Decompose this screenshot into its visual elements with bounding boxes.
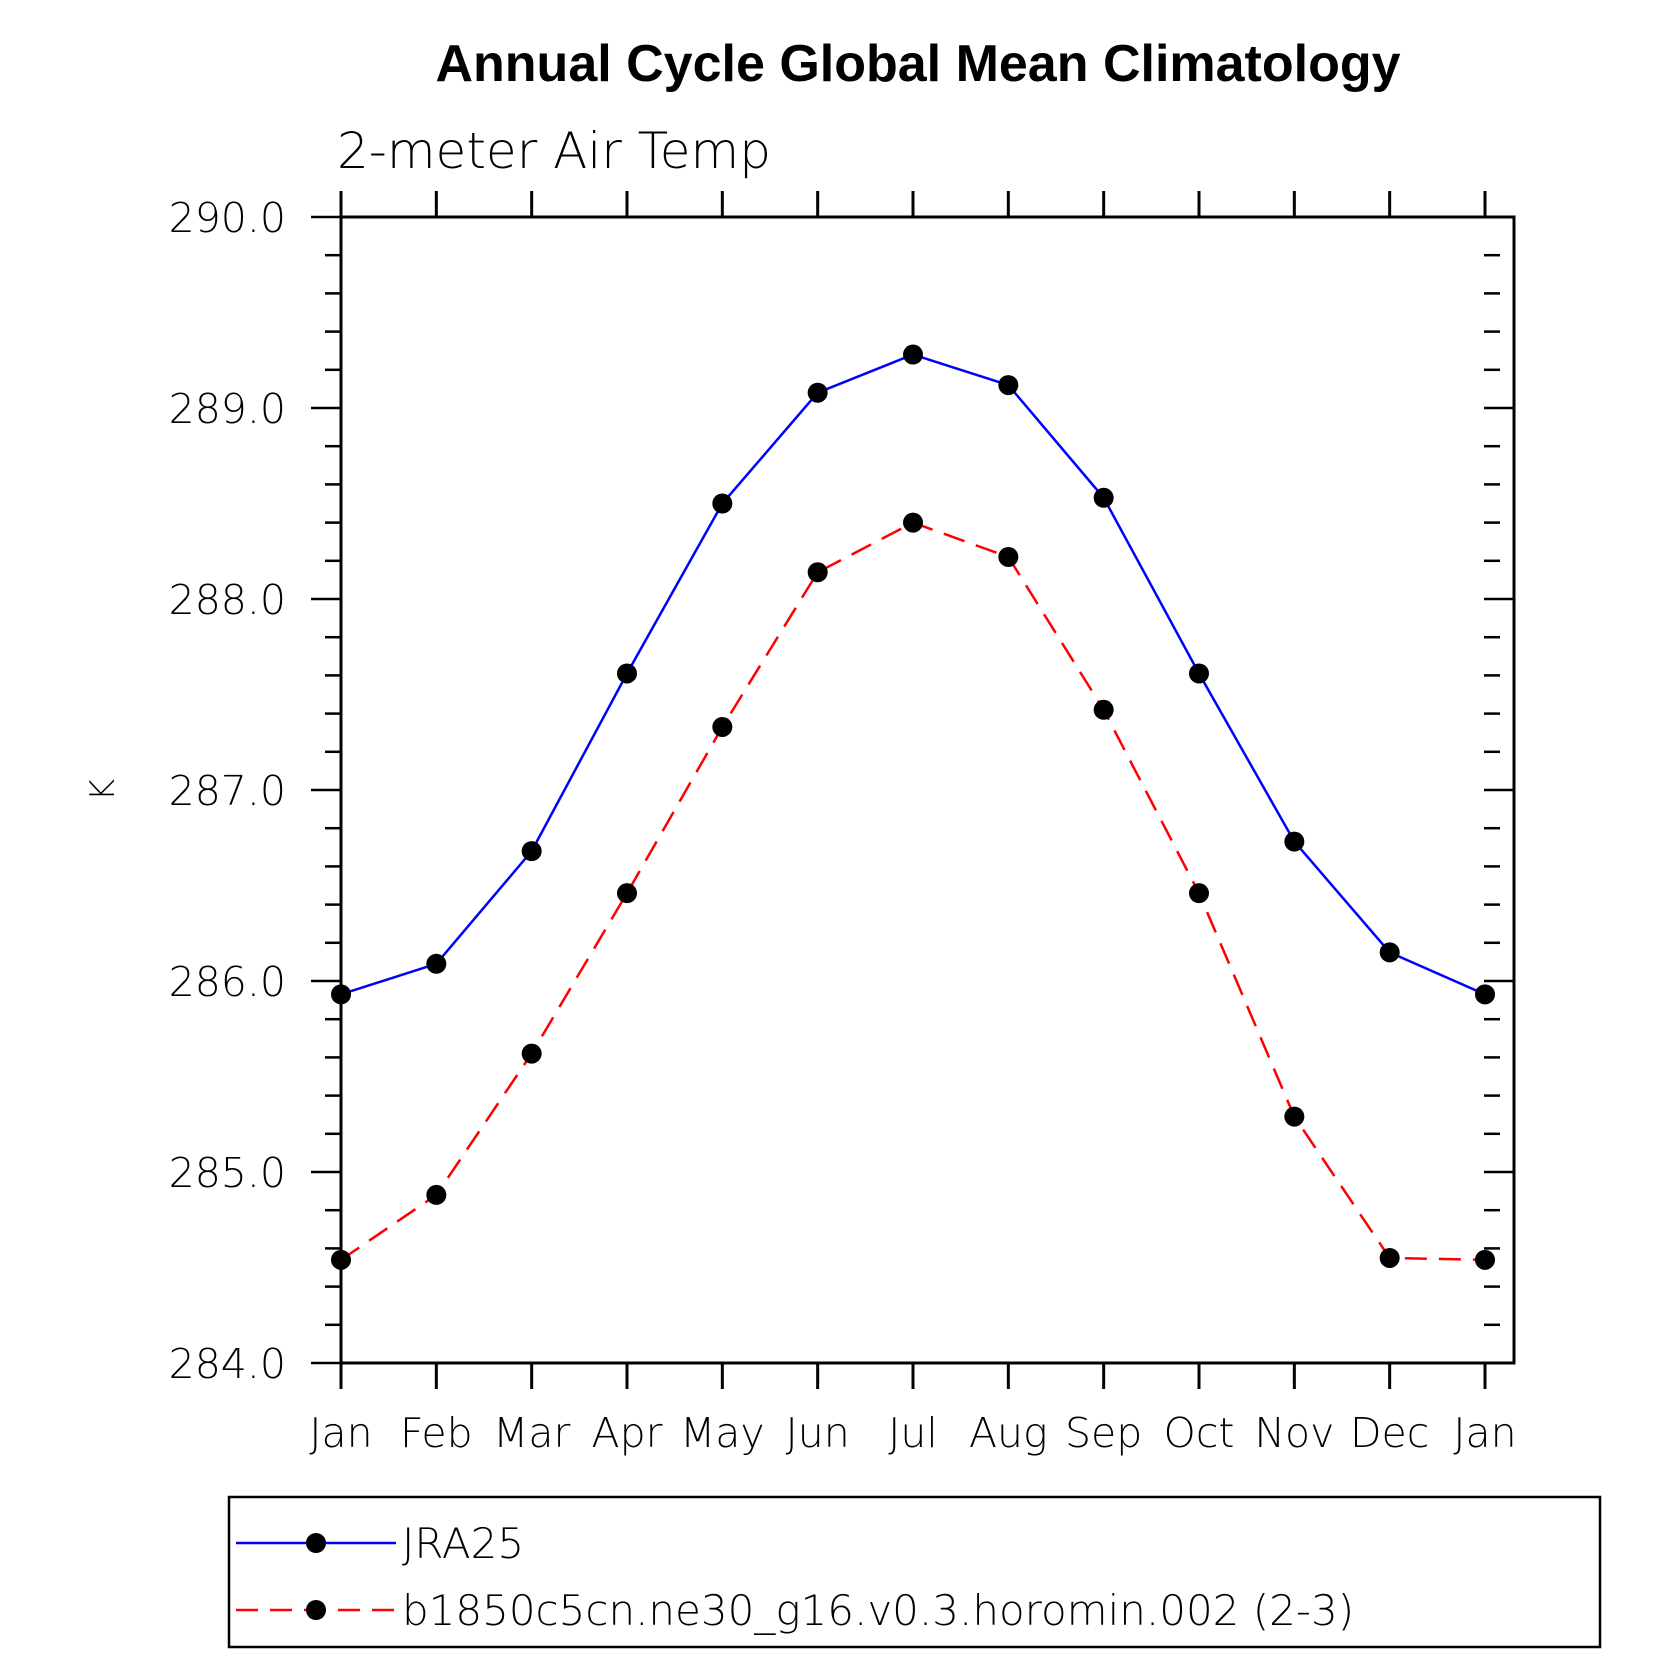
series-line-2 (340, 521, 1486, 1262)
x-tick-label: Mar (493, 1409, 570, 1457)
legend-label-1: JRA25 (402, 1519, 524, 1568)
series-1-point (1284, 831, 1305, 852)
legend: JRA25 b1850c5cn.ne30_g16.v0.3.horomin.002… (227, 1495, 1602, 1649)
y-tick-label: 284.0 (169, 1340, 286, 1388)
series-1-point (1379, 942, 1400, 963)
series-2-point (712, 716, 733, 737)
x-tick-label: May (680, 1409, 765, 1457)
x-tick-label: Oct (1164, 1409, 1235, 1457)
axes: Jan Feb Mar Apr May Jun Jul Aug Sep Oct Nov Dec Jan 2… (169, 191, 1517, 1457)
legend-label-2: b1850c5cn.ne30_g16.v0.3.horomin.002 (2-3… (402, 1586, 1354, 1635)
x-tick-label: Dec (1350, 1409, 1429, 1457)
series-2-point (1475, 1249, 1495, 1270)
legend-box (227, 1495, 1602, 1649)
series-2-point (998, 546, 1019, 567)
series-1-point (1189, 663, 1209, 684)
series-2-point (426, 1184, 447, 1205)
x-tick-label: Apr (592, 1409, 663, 1457)
x-tick-label: Jan (1453, 1409, 1516, 1457)
series-1-point (1475, 984, 1495, 1005)
chart-subtitle: 2-meter Air Temp (337, 122, 771, 180)
x-tick-label: Aug (969, 1409, 1048, 1457)
series-1-point (903, 344, 923, 365)
x-tick-label: Jun (786, 1409, 850, 1457)
y-tick-label: 289.0 (169, 385, 286, 433)
series-1-point (426, 953, 447, 974)
series-2-point (331, 1249, 351, 1270)
series-layer (331, 344, 1495, 1270)
series-1-point (807, 382, 828, 403)
x-tick-label: Jul (888, 1409, 937, 1457)
series-2-point (1189, 883, 1209, 904)
series-2-point (903, 512, 923, 533)
x-tick-label: Jan (309, 1409, 372, 1457)
legend-marker-2 (306, 1600, 326, 1620)
series-2-point (1379, 1247, 1400, 1268)
y-tick-label: 290.0 (169, 194, 286, 242)
y-axis-label: K (83, 779, 123, 801)
series-1-point (331, 984, 351, 1005)
series-1-point (1093, 487, 1114, 508)
series-2-point (521, 1043, 542, 1064)
series-2-point (1284, 1106, 1305, 1127)
series-2-point (617, 883, 637, 904)
x-tick-label: Nov (1254, 1409, 1334, 1457)
chart-title: Annual Cycle Global Mean Climatology (435, 35, 1400, 93)
series-1-point (521, 841, 542, 862)
y-tick-label: 285.0 (169, 1149, 286, 1197)
x-tick-label: Sep (1065, 1409, 1142, 1457)
series-2-point (1093, 699, 1114, 720)
series-line-1 (340, 353, 1486, 996)
series-1-point (617, 663, 637, 684)
y-tick-label: 288.0 (169, 576, 286, 624)
x-tick-label: Feb (400, 1409, 473, 1457)
series-1-point (712, 493, 733, 514)
series-1-point (998, 375, 1019, 396)
legend-marker-1 (306, 1533, 326, 1553)
y-tick-label: 287.0 (169, 767, 286, 815)
y-tick-label: 286.0 (169, 958, 286, 1006)
series-2-point (807, 562, 828, 583)
plot-frame (339, 215, 1516, 1365)
